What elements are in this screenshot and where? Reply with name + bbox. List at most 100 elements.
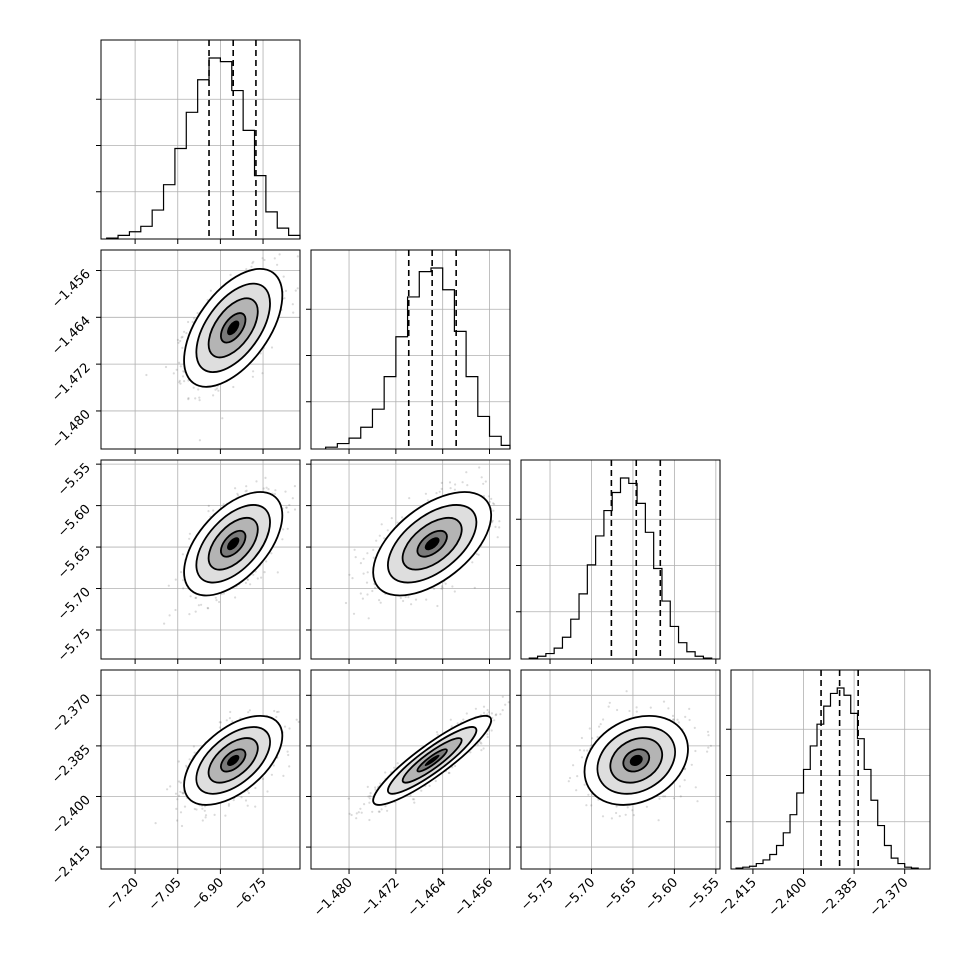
- panel-content: [145, 253, 299, 442]
- sample-point: [301, 495, 303, 497]
- contour-1: [372, 491, 493, 597]
- sample-point: [176, 338, 179, 341]
- sample-point: [209, 289, 212, 292]
- sample-point: [365, 581, 369, 584]
- sample-point: [181, 346, 184, 349]
- sample-point: [200, 603, 203, 606]
- sample-point: [204, 816, 207, 819]
- contour-4: [220, 312, 247, 344]
- sample-point: [361, 597, 364, 600]
- sample-point: [491, 519, 494, 522]
- sample-point: [283, 297, 286, 300]
- sample-point: [265, 560, 268, 563]
- sample-point: [490, 497, 493, 500]
- sample-point: [366, 785, 369, 789]
- sample-point: [193, 317, 196, 320]
- sample-point: [465, 712, 468, 715]
- sample-point: [362, 572, 365, 575]
- sample-point: [182, 370, 185, 373]
- sample-point: [473, 586, 476, 589]
- sample-point: [215, 599, 218, 602]
- sample-point: [181, 553, 184, 556]
- sample-point: [383, 537, 386, 540]
- sample-point: [213, 813, 216, 817]
- sample-point: [493, 503, 496, 506]
- sample-point: [480, 476, 483, 479]
- sample-point: [447, 771, 450, 775]
- sample-point: [471, 561, 474, 564]
- sample-point: [435, 492, 438, 495]
- sample-point: [174, 792, 178, 795]
- sample-point: [434, 779, 437, 783]
- sample-point: [444, 582, 447, 585]
- sample-point: [275, 715, 278, 719]
- sample-point: [203, 809, 206, 812]
- sample-point: [154, 822, 157, 825]
- sample-point: [352, 612, 356, 615]
- sample-point: [267, 488, 270, 491]
- sample-point: [180, 824, 184, 828]
- sample-point: [410, 603, 413, 606]
- sample-point: [494, 714, 497, 717]
- sample-point: [179, 365, 182, 368]
- sample-point: [367, 617, 370, 620]
- sample-point: [288, 503, 291, 507]
- sample-point: [248, 709, 251, 712]
- sample-point: [351, 577, 354, 580]
- sample-point: [178, 361, 181, 364]
- sample-point: [492, 509, 495, 512]
- sample-point: [297, 720, 300, 724]
- sample-point: [169, 785, 172, 788]
- sample-point: [193, 807, 196, 811]
- sample-point: [182, 587, 185, 590]
- sample-point: [245, 489, 248, 492]
- sample-point: [145, 373, 148, 377]
- sample-point: [206, 606, 209, 610]
- sample-point: [256, 577, 259, 580]
- sample-point: [219, 721, 222, 724]
- sample-point: [359, 562, 362, 565]
- sample-point: [402, 599, 405, 603]
- sample-point: [254, 805, 257, 808]
- sample-point: [188, 537, 191, 540]
- sample-point: [408, 497, 411, 500]
- sample-point: [276, 710, 279, 714]
- sample-point: [426, 499, 429, 502]
- sample-point: [380, 808, 383, 811]
- sample-point: [198, 439, 201, 442]
- sample-point: [488, 500, 491, 503]
- sample-point: [276, 263, 279, 266]
- sample-point: [366, 571, 369, 574]
- sample-point: [252, 573, 255, 576]
- scatter-panel-4-1: [96, 669, 301, 874]
- sample-point: [374, 788, 377, 791]
- sample-point: [436, 604, 439, 608]
- sample-point: [482, 747, 485, 750]
- sample-point: [251, 375, 254, 378]
- contour-2: [195, 504, 271, 584]
- sample-point: [372, 556, 375, 559]
- sample-point: [174, 578, 177, 581]
- sample-point: [449, 487, 452, 490]
- sample-point: [183, 330, 186, 333]
- sample-point: [244, 799, 248, 802]
- sample-point: [212, 394, 215, 397]
- sample-point: [285, 506, 288, 509]
- sample-point: [401, 516, 404, 519]
- sample-point: [197, 604, 200, 607]
- sample-point: [229, 273, 232, 276]
- histogram-steps: [735, 687, 919, 869]
- sample-point: [236, 492, 239, 495]
- sample-point: [466, 484, 469, 487]
- sample-point: [174, 608, 177, 612]
- sample-point: [179, 382, 182, 385]
- sample-point: [181, 791, 184, 794]
- panel-content: [344, 466, 510, 620]
- sample-point: [374, 586, 377, 589]
- density-core: [227, 320, 240, 336]
- sample-point: [234, 487, 237, 490]
- sample-point: [180, 336, 183, 339]
- sample-point: [234, 596, 237, 599]
- sample-point: [194, 397, 197, 400]
- panel-content: [154, 709, 300, 828]
